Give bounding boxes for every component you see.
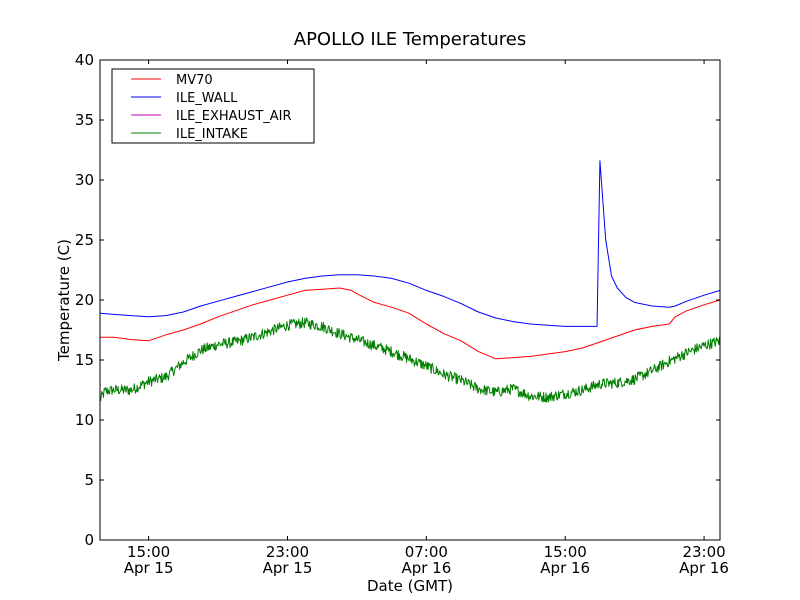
x-tick-time-label: 23:00 [682, 543, 725, 561]
y-tick-label: 25 [75, 231, 94, 249]
y-tick-label: 10 [75, 411, 94, 429]
x-tick-date-label: Apr 16 [679, 559, 729, 577]
legend-label: MV70 [176, 73, 213, 88]
x-tick-date-label: Apr 15 [263, 559, 313, 577]
legend: MV70 ILE_WALL ILE_EXHAUST_AIR ILE_INTAKE [111, 68, 315, 144]
legend-label: ILE_INTAKE [176, 127, 248, 142]
series-line-ile-intake [99, 317, 721, 403]
y-axis-label: Temperature (C) [55, 239, 73, 362]
y-tick-label: 20 [75, 291, 94, 309]
series-line-ile-wall [99, 160, 721, 327]
y-tick-label: 30 [75, 171, 94, 189]
x-tick-time-label: 15:00 [127, 543, 170, 561]
x-tick-time-label: 07:00 [405, 543, 448, 561]
legend-label: ILE_EXHAUST_AIR [176, 109, 292, 124]
legend-label: ILE_WALL [176, 91, 238, 106]
series-group [99, 160, 721, 403]
x-tick-date-label: Apr 15 [124, 559, 174, 577]
y-tick-label: 35 [75, 111, 94, 129]
chart-title: APOLLO ILE Temperatures [294, 29, 526, 50]
x-tick-time-label: 15:00 [544, 543, 587, 561]
x-tick-time-label: 23:00 [266, 543, 309, 561]
y-axis: 0 5 10 15 20 25 30 35 40 [75, 51, 720, 549]
y-tick-label: 15 [75, 351, 94, 369]
x-tick-date-label: Apr 16 [401, 559, 451, 577]
y-tick-label: 40 [75, 51, 94, 69]
x-tick-date-label: Apr 16 [540, 559, 590, 577]
y-tick-label: 0 [84, 531, 94, 549]
series-line-mv70 [100, 287, 721, 360]
y-tick-label: 5 [84, 471, 94, 489]
legend-box [111, 68, 315, 144]
x-axis-label: Date (GMT) [367, 577, 453, 595]
